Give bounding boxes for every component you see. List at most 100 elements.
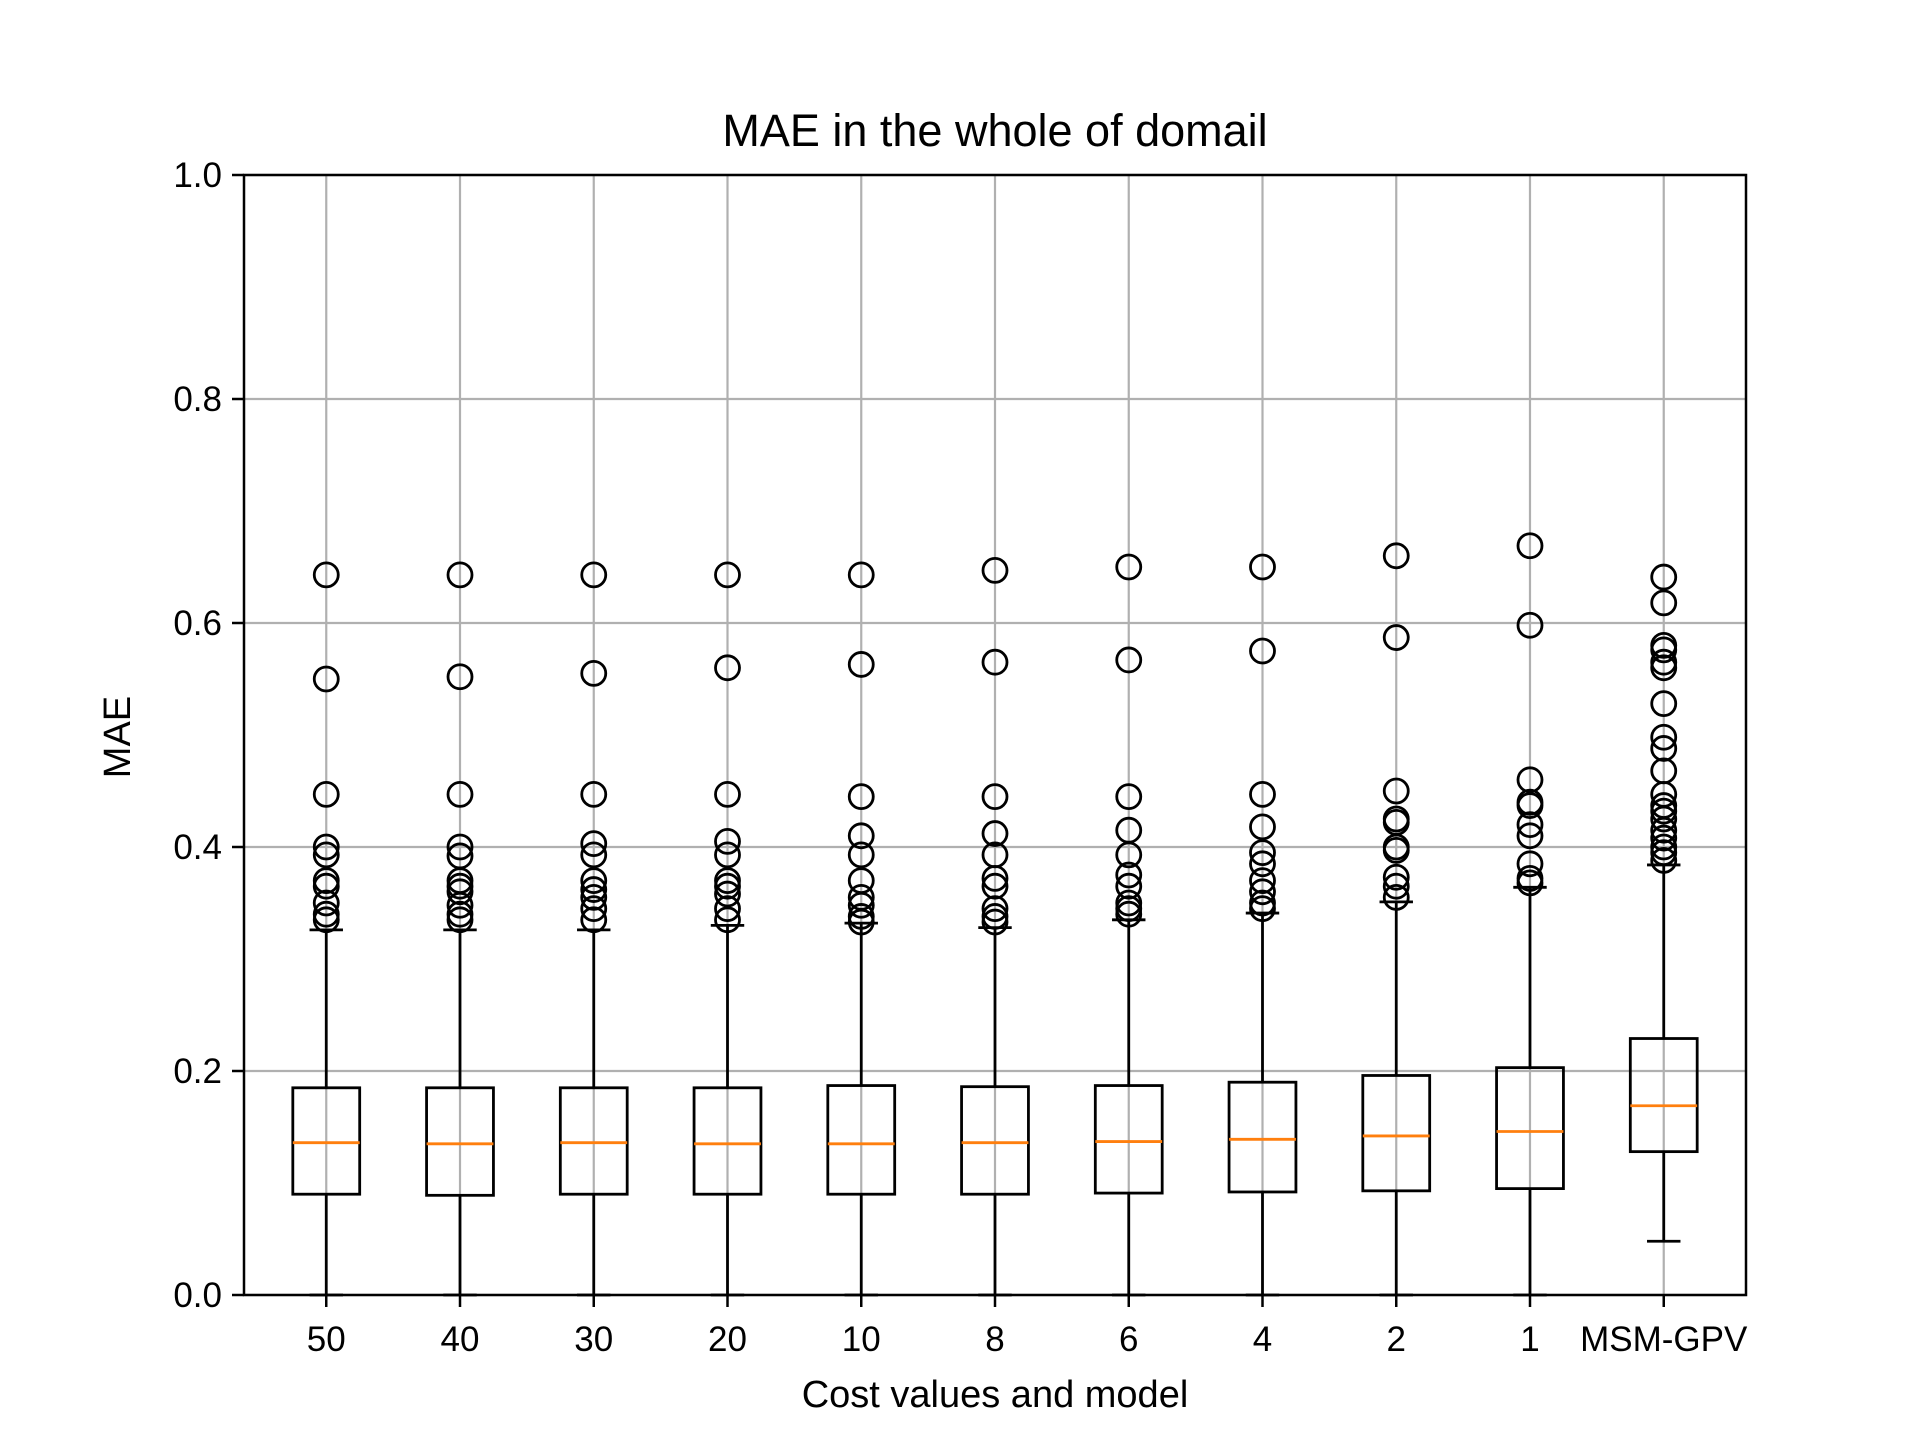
outlier-point <box>1382 872 1410 900</box>
x-tick-label: 50 <box>307 1320 346 1359</box>
outlier-point <box>1115 783 1143 810</box>
outlier-point <box>1516 811 1544 838</box>
outlier-point <box>580 884 608 911</box>
y-tick-label: 0.0 <box>173 1276 222 1315</box>
outlier-point <box>1249 553 1276 581</box>
outlier-point <box>1249 867 1276 894</box>
x-tick-label: 8 <box>985 1320 1004 1359</box>
outlier-point <box>1650 735 1678 762</box>
outlier-point <box>714 895 741 922</box>
outlier-point <box>580 561 608 589</box>
outlier-point <box>1516 792 1544 819</box>
outlier-point <box>981 908 1009 936</box>
outlier-point <box>714 654 741 682</box>
box-iqr <box>826 1084 897 1196</box>
outlier-point <box>714 872 741 900</box>
box-iqr <box>1628 1037 1699 1154</box>
box-group <box>291 561 362 1297</box>
y-tick-label: 0.6 <box>173 604 222 643</box>
outlier-point <box>981 895 1009 922</box>
outlier-point <box>1650 654 1678 682</box>
outlier-point <box>847 651 875 678</box>
box-group <box>692 561 763 1297</box>
outlier-point <box>1382 542 1410 570</box>
outlier-point <box>446 878 474 906</box>
outlier-point <box>1650 589 1678 617</box>
outlier-point <box>981 872 1009 900</box>
outlier-point <box>312 889 340 917</box>
outlier-point <box>312 665 340 693</box>
x-tick-label: 4 <box>1253 1320 1272 1359</box>
outlier-point <box>446 906 474 934</box>
outlier-point <box>312 906 340 934</box>
outlier-point <box>580 780 608 808</box>
outlier-point <box>1516 822 1544 850</box>
y-tick-label: 1.0 <box>173 156 222 195</box>
outlier-point <box>847 841 875 869</box>
x-tick-label: MSM-GPV <box>1580 1320 1748 1359</box>
outlier-point <box>1650 690 1678 718</box>
outlier-point <box>1249 878 1276 906</box>
outlier-point <box>1650 563 1678 591</box>
outlier-point <box>714 880 741 908</box>
outlier-point <box>312 780 340 808</box>
outlier-point <box>312 833 340 861</box>
outlier-point <box>1650 816 1678 844</box>
outlier-point <box>312 561 340 589</box>
outlier-point <box>981 864 1009 892</box>
x-tick-label: 2 <box>1387 1320 1406 1359</box>
outlier-point <box>1249 780 1276 808</box>
outlier-point <box>847 908 875 936</box>
outlier-point <box>1650 824 1678 852</box>
outlier-point <box>1650 839 1678 866</box>
outlier-point <box>981 783 1009 810</box>
outlier-point <box>714 906 741 934</box>
outlier-point <box>714 780 741 808</box>
box-iqr <box>960 1085 1030 1196</box>
x-tick-label: 40 <box>441 1320 480 1359</box>
x-tick-label: 10 <box>842 1320 881 1359</box>
box-group <box>826 561 897 1297</box>
outlier-point <box>1650 847 1678 874</box>
outlier-point <box>1516 766 1544 794</box>
outlier-point <box>446 663 474 691</box>
grid <box>244 173 1746 1297</box>
outlier-point <box>1115 841 1143 869</box>
y-axis-ticks: 0.0 0.2 0.4 0.6 0.8 1.0 <box>173 156 244 1315</box>
outlier-point <box>714 828 741 855</box>
outlier-point <box>981 820 1009 847</box>
x-axis-label: Cost values and model <box>802 1374 1189 1416</box>
outlier-point <box>446 833 474 861</box>
outlier-point <box>1650 723 1678 751</box>
outlier-point <box>1382 777 1410 805</box>
box-group <box>1361 542 1432 1297</box>
outlier-point <box>1115 646 1143 674</box>
box-group <box>425 561 495 1297</box>
outlier-point <box>1249 637 1276 665</box>
outlier-point <box>1115 861 1143 889</box>
outlier-point <box>1516 869 1544 897</box>
outlier-point <box>1382 624 1410 651</box>
box-group <box>1093 553 1164 1297</box>
boxes <box>291 532 1699 1297</box>
x-tick-label: 1 <box>1520 1320 1539 1359</box>
outlier-point <box>580 906 608 934</box>
box-iqr <box>1361 1074 1432 1193</box>
box-group <box>960 556 1030 1297</box>
box-iqr <box>692 1086 763 1196</box>
outlier-point <box>1249 839 1276 866</box>
outlier-point <box>580 895 608 922</box>
box-iqr <box>558 1086 629 1196</box>
outlier-point <box>981 648 1009 676</box>
y-axis-label: MAE <box>97 696 139 778</box>
outlier-point <box>1249 813 1276 841</box>
outlier-point <box>1249 850 1276 878</box>
x-axis-ticks: 50 40 30 20 10 8 6 4 2 1 MSM-GPV <box>307 1295 1748 1359</box>
outlier-point <box>1382 884 1410 911</box>
outlier-point <box>847 561 875 589</box>
outlier-point <box>1516 611 1544 639</box>
x-tick-label: 30 <box>574 1320 613 1359</box>
box-iqr <box>291 1086 362 1196</box>
outlier-point <box>446 780 474 808</box>
